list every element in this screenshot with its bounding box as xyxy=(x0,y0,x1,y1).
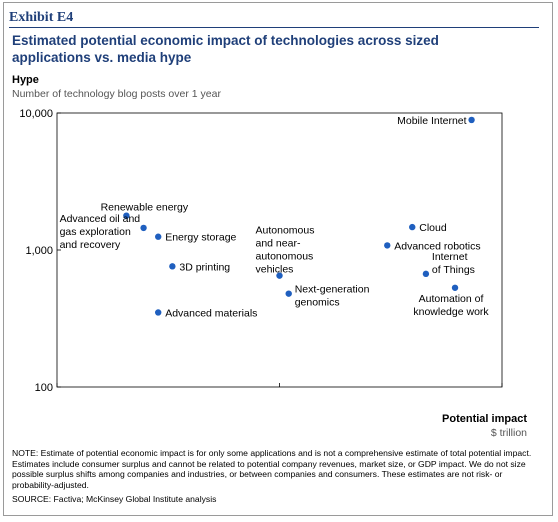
data-point xyxy=(422,270,430,278)
data-label: Automation of knowledge work xyxy=(413,293,489,318)
data-point xyxy=(409,223,416,231)
data-point xyxy=(276,272,283,279)
data-label: 3D printing xyxy=(179,261,230,273)
data-point xyxy=(140,224,147,232)
data-label: Renewable energy xyxy=(101,202,189,214)
data-label: Advanced materials xyxy=(165,307,257,319)
data-point xyxy=(451,284,459,291)
data-label: Energy storage xyxy=(165,232,236,244)
data-label: Cloud xyxy=(419,222,447,234)
x-axis-label: Potential impact xyxy=(442,413,527,425)
y-axis-label: Hype xyxy=(12,74,39,86)
y-axis-sublabel: Number of technology blog posts over 1 y… xyxy=(12,88,221,100)
data-point xyxy=(169,263,176,270)
exhibit-rule xyxy=(9,27,539,28)
data-point xyxy=(123,212,130,219)
data-label: Advanced oil and gas exploration and recov… xyxy=(60,213,141,251)
data-point xyxy=(155,309,162,316)
data-point xyxy=(468,116,475,124)
data-label: Advanced robotics xyxy=(394,240,480,252)
exhibit-number: Exhibit E4 xyxy=(9,10,74,25)
exhibit-frame xyxy=(3,2,553,516)
data-label: Next-generation genomics xyxy=(295,284,370,309)
y-tick-label: 100 xyxy=(35,382,53,394)
data-point xyxy=(384,242,391,249)
y-tick-label: 10,000 xyxy=(19,108,53,120)
data-label: Internet of Things xyxy=(432,251,475,276)
data-point xyxy=(155,233,162,240)
chart-title: Estimated potential economic impact of t… xyxy=(12,33,439,65)
x-axis-unit: $ trillion xyxy=(490,427,527,439)
data-label: Mobile Internet xyxy=(397,115,467,127)
data-label: Autonomous and near-autonomous vehicles xyxy=(256,225,315,276)
source-note: SOURCE: Factiva; McKinsey Global Institu… xyxy=(12,494,217,504)
y-tick-label: 1,000 xyxy=(25,245,53,257)
footnote: NOTE: Estimate of potential economic imp… xyxy=(12,448,532,490)
data-point xyxy=(285,290,292,297)
